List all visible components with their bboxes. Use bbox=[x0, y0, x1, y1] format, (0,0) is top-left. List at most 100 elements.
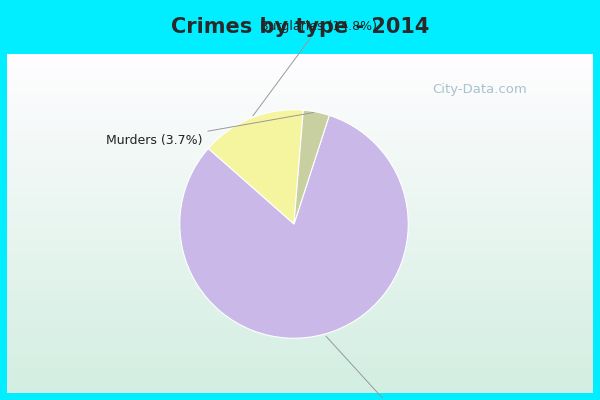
Bar bbox=[0, 166, 600, 169]
Bar bbox=[0, 258, 600, 262]
Bar bbox=[0, 264, 600, 267]
Bar bbox=[0, 200, 600, 204]
Bar bbox=[0, 252, 600, 256]
Bar bbox=[0, 321, 600, 325]
Bar bbox=[0, 94, 600, 97]
Bar bbox=[0, 388, 600, 391]
Bar bbox=[0, 373, 600, 377]
Bar bbox=[0, 212, 600, 216]
Bar bbox=[0, 255, 600, 259]
Bar bbox=[0, 125, 600, 129]
Bar bbox=[0, 330, 600, 334]
Bar bbox=[0, 194, 600, 198]
Bar bbox=[0, 148, 600, 152]
Bar bbox=[0, 324, 600, 328]
Bar bbox=[0, 88, 600, 92]
Bar bbox=[0, 295, 600, 299]
Bar bbox=[0, 246, 600, 250]
Bar bbox=[0, 275, 600, 279]
Bar bbox=[0, 281, 600, 285]
Bar bbox=[0, 186, 600, 190]
Bar bbox=[0, 235, 600, 238]
Bar bbox=[0, 56, 600, 60]
Bar bbox=[0, 261, 600, 264]
Bar bbox=[0, 382, 600, 386]
Bar bbox=[0, 342, 600, 345]
Bar bbox=[0, 65, 600, 68]
Bar bbox=[0, 189, 600, 192]
Bar bbox=[0, 339, 600, 342]
Text: Burglaries (14.8%): Burglaries (14.8%) bbox=[253, 20, 377, 116]
Bar bbox=[0, 209, 600, 212]
Bar bbox=[0, 168, 600, 172]
Bar bbox=[0, 154, 600, 158]
Bar bbox=[0, 396, 600, 400]
Bar bbox=[0, 310, 600, 314]
Bar bbox=[0, 301, 600, 305]
Bar bbox=[0, 272, 600, 276]
Bar bbox=[0, 82, 600, 86]
Bar bbox=[0, 102, 600, 106]
Bar bbox=[0, 206, 600, 210]
Bar bbox=[0, 85, 600, 89]
Bar bbox=[0, 151, 600, 155]
Bar bbox=[0, 298, 600, 302]
Bar bbox=[0, 229, 600, 233]
Bar bbox=[0, 344, 600, 348]
Bar bbox=[0, 379, 600, 383]
Text: City-Data.com: City-Data.com bbox=[433, 84, 527, 96]
Bar bbox=[0, 117, 600, 120]
Bar bbox=[0, 111, 600, 114]
Wedge shape bbox=[208, 110, 304, 224]
Bar bbox=[0, 134, 600, 138]
Text: Murders (3.7%): Murders (3.7%) bbox=[106, 112, 314, 147]
Bar bbox=[0, 105, 600, 109]
Bar bbox=[0, 356, 600, 360]
Bar bbox=[0, 73, 600, 77]
Bar bbox=[0, 218, 600, 221]
Bar bbox=[0, 307, 600, 311]
Bar bbox=[0, 284, 600, 288]
Bar bbox=[0, 172, 600, 175]
Bar bbox=[0, 244, 600, 247]
Bar bbox=[0, 183, 600, 187]
Bar bbox=[0, 223, 600, 227]
Bar bbox=[0, 140, 600, 143]
Bar bbox=[0, 376, 600, 380]
Wedge shape bbox=[180, 115, 408, 338]
Bar bbox=[0, 76, 600, 80]
Bar bbox=[0, 318, 600, 322]
Bar bbox=[0, 333, 600, 336]
Bar bbox=[0, 99, 600, 103]
Bar bbox=[0, 215, 600, 218]
Bar bbox=[0, 287, 600, 290]
Text: Thefts (81.5%): Thefts (81.5%) bbox=[326, 336, 439, 400]
Bar bbox=[0, 394, 600, 397]
Bar bbox=[0, 393, 600, 400]
Bar bbox=[0, 0, 600, 54]
Bar bbox=[0, 270, 600, 273]
Bar bbox=[0, 390, 600, 394]
Bar bbox=[0, 96, 600, 100]
Bar bbox=[0, 292, 600, 296]
Bar bbox=[0, 160, 600, 164]
Bar bbox=[0, 336, 600, 340]
Bar bbox=[0, 241, 600, 244]
Bar bbox=[0, 174, 600, 178]
Bar bbox=[0, 180, 600, 184]
Bar bbox=[0, 327, 600, 331]
Bar bbox=[0, 359, 600, 362]
Text: Crimes by type - 2014: Crimes by type - 2014 bbox=[171, 17, 429, 37]
Bar bbox=[0, 62, 600, 66]
Bar bbox=[0, 120, 600, 123]
Bar bbox=[0, 53, 600, 57]
Bar bbox=[0, 59, 600, 63]
Bar bbox=[593, 54, 600, 400]
Bar bbox=[0, 249, 600, 253]
Bar bbox=[0, 365, 600, 368]
Bar bbox=[0, 122, 600, 126]
Bar bbox=[0, 142, 600, 146]
Bar bbox=[0, 232, 600, 236]
Bar bbox=[0, 163, 600, 166]
Bar bbox=[0, 304, 600, 308]
